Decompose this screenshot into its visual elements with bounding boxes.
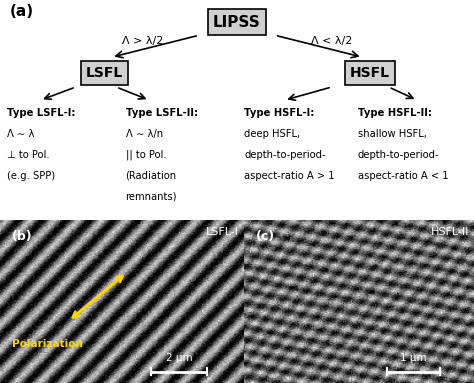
- Text: Λ ∼ λ: Λ ∼ λ: [7, 129, 35, 139]
- Text: depth-to-period-: depth-to-period-: [244, 150, 326, 160]
- Text: Type HSFL-I:: Type HSFL-I:: [244, 108, 314, 118]
- Text: LSFL-I: LSFL-I: [206, 227, 239, 237]
- Text: (e.g. SPP): (e.g. SPP): [7, 171, 55, 181]
- Text: aspect-ratio A < 1: aspect-ratio A < 1: [358, 171, 448, 181]
- Text: remnants): remnants): [126, 192, 177, 201]
- Text: 1 μm: 1 μm: [400, 354, 427, 363]
- Text: aspect-ratio A > 1: aspect-ratio A > 1: [244, 171, 335, 181]
- Text: 2 μm: 2 μm: [166, 354, 193, 363]
- Text: Type LSFL-II:: Type LSFL-II:: [126, 108, 198, 118]
- Text: Λ > λ/2: Λ > λ/2: [121, 36, 163, 46]
- Text: Type LSFL-I:: Type LSFL-I:: [7, 108, 76, 118]
- Text: Λ ∼ λ/n: Λ ∼ λ/n: [126, 129, 163, 139]
- Text: HSFL-II: HSFL-II: [431, 227, 469, 237]
- Text: (c): (c): [255, 230, 275, 243]
- Text: (Radiation: (Radiation: [126, 171, 177, 181]
- Text: LSFL: LSFL: [86, 65, 123, 80]
- Text: Type HSFL-II:: Type HSFL-II:: [358, 108, 432, 118]
- Text: shallow HSFL,: shallow HSFL,: [358, 129, 427, 139]
- Text: HSFL: HSFL: [350, 65, 390, 80]
- Text: deep HSFL,: deep HSFL,: [244, 129, 300, 139]
- Text: Polarization: Polarization: [12, 339, 83, 349]
- Text: (a): (a): [9, 4, 34, 20]
- Text: LIPSS: LIPSS: [213, 15, 261, 29]
- Text: Λ < λ/2: Λ < λ/2: [311, 36, 353, 46]
- Text: depth-to-period-: depth-to-period-: [358, 150, 439, 160]
- Text: || to Pol.: || to Pol.: [126, 150, 166, 160]
- Text: ⊥ to Pol.: ⊥ to Pol.: [7, 150, 50, 160]
- Text: (b): (b): [12, 230, 33, 243]
